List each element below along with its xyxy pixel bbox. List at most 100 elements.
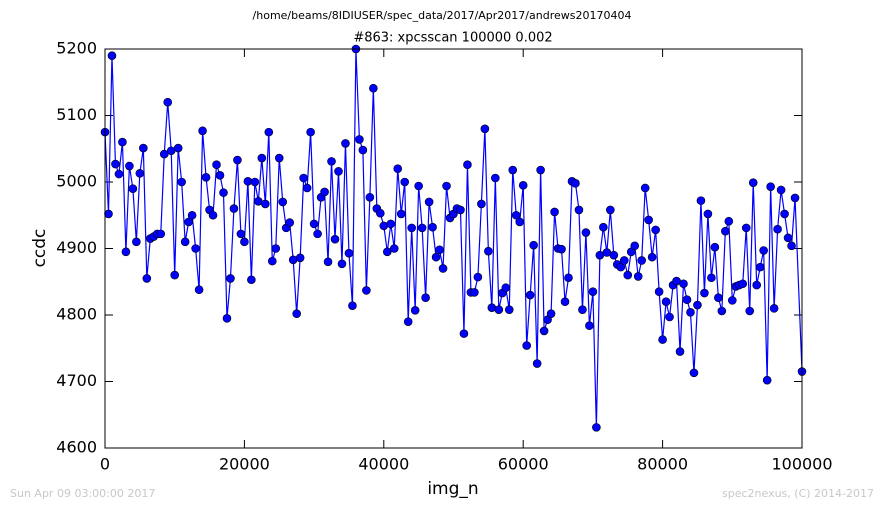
data-point [682, 295, 692, 305]
data-point [522, 341, 531, 350]
data-point [428, 222, 437, 232]
data-point [170, 270, 179, 280]
data-point [647, 252, 657, 262]
data-point [403, 317, 413, 326]
data-point [463, 160, 472, 170]
data-point [337, 259, 347, 269]
data-point [180, 237, 190, 247]
data-point [783, 233, 793, 243]
data-point [539, 326, 549, 336]
data-point [619, 256, 629, 265]
data-point [707, 273, 716, 283]
data-point [571, 179, 580, 188]
data-point [560, 297, 570, 307]
x-tick-label: 0 [100, 455, 110, 474]
data-point [776, 185, 786, 195]
data-point [400, 177, 410, 187]
data-point [780, 209, 789, 219]
data-point [477, 199, 486, 209]
data-point [285, 218, 295, 227]
data-point [727, 296, 737, 305]
data-point [198, 126, 207, 136]
data-point [334, 167, 343, 176]
x-tick-label: 60000 [498, 455, 549, 474]
data-point [606, 205, 615, 215]
data-point [187, 210, 197, 220]
data-point [679, 279, 688, 289]
data-point [438, 264, 448, 273]
plot-frame [104, 48, 803, 449]
y-tick-label: 5000 [56, 172, 97, 191]
data-point [107, 51, 117, 60]
data-point [585, 321, 594, 330]
data-point [156, 229, 166, 239]
data-point [407, 223, 416, 233]
data-point [532, 359, 542, 368]
data-point [236, 229, 246, 239]
data-point [511, 210, 521, 220]
data-point [247, 275, 256, 285]
data-point [173, 143, 183, 153]
data-point [658, 335, 667, 344]
data-point [738, 279, 748, 289]
data-point [159, 149, 169, 159]
x-axis-label: img_n [427, 479, 478, 499]
data-point [748, 178, 758, 187]
data-point [494, 305, 504, 314]
data-point [299, 173, 308, 183]
x-tick-label: 40000 [358, 455, 409, 474]
data-point [365, 192, 375, 202]
data-point [376, 208, 385, 218]
data-point [435, 245, 444, 255]
data-point [431, 252, 441, 262]
data-point [442, 181, 451, 191]
data-point [233, 155, 242, 165]
data-point [295, 253, 305, 263]
data-point [382, 247, 392, 257]
data-point [118, 137, 127, 147]
data-point [257, 153, 267, 163]
data-point [661, 297, 671, 307]
data-point [267, 256, 277, 266]
data-point [250, 177, 260, 187]
chart-title: #863: xpcsscan 100000 0.002 [353, 31, 552, 46]
data-point [557, 244, 566, 254]
data-point [633, 272, 643, 281]
data-point [592, 423, 601, 432]
y-tick-label: 5200 [56, 39, 97, 58]
data-point [212, 160, 221, 170]
data-point [578, 305, 587, 314]
x-tick-label: 100000 [771, 455, 832, 474]
data-point [508, 165, 518, 175]
data-point [240, 237, 249, 247]
y-tick-label: 4600 [56, 438, 97, 457]
data-point [714, 293, 723, 303]
data-point [689, 368, 699, 378]
data-point [306, 127, 315, 137]
data-point [459, 329, 469, 338]
x-tick-label: 80000 [637, 455, 688, 474]
data-point [355, 135, 364, 144]
data-point [574, 205, 584, 215]
data-point [128, 184, 138, 193]
data-point [323, 257, 333, 267]
data-point [132, 237, 141, 247]
data-point [717, 306, 727, 316]
data-point [139, 143, 148, 153]
data-point [752, 280, 761, 290]
data-point [637, 256, 646, 265]
y-axis-label: ccdc [30, 229, 50, 268]
footer-right: spec2nexus, (C) 2014-2017 [722, 487, 874, 500]
data-point [278, 197, 288, 207]
data-point [515, 217, 525, 227]
data-point [759, 246, 768, 255]
data-point [396, 209, 406, 219]
data-point [264, 127, 274, 137]
data-point [790, 193, 800, 203]
data-point [546, 309, 556, 318]
data-point [696, 196, 706, 205]
data-point [721, 226, 730, 236]
data-point [191, 244, 200, 253]
data-point [389, 244, 399, 253]
